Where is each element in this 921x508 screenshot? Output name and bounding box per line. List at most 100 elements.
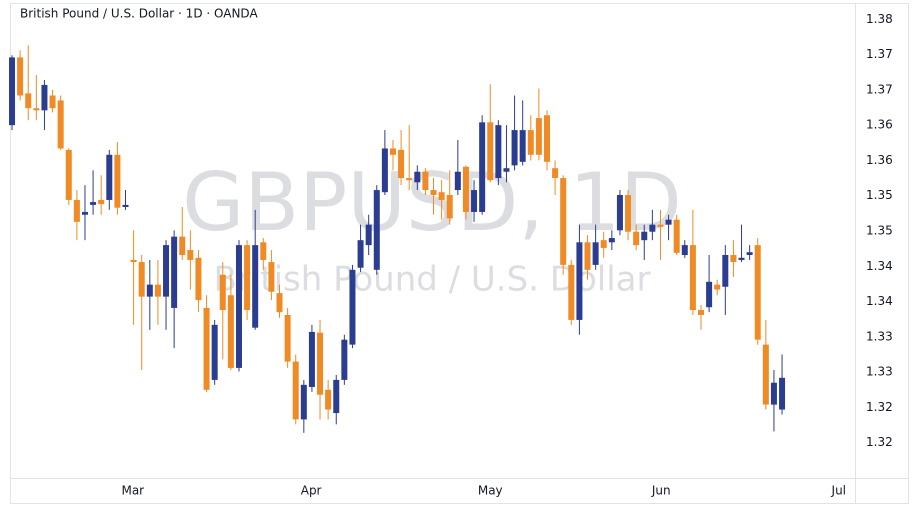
candle-body: [122, 204, 129, 208]
candle-body: [519, 130, 526, 162]
candle-body: [154, 284, 161, 297]
candle-body: [406, 178, 413, 181]
candle-body: [689, 245, 696, 311]
candle-body: [17, 57, 24, 96]
candle-body: [511, 130, 518, 166]
candle-body: [770, 382, 777, 405]
candle-body: [730, 254, 737, 263]
candle-body: [341, 339, 348, 380]
x-tick-label: May: [478, 484, 503, 498]
watermark: GBPUSD, 1D: [182, 156, 681, 249]
candle-body: [187, 250, 194, 260]
candle-body: [592, 242, 599, 265]
candle-body: [73, 199, 80, 222]
candle-body: [235, 245, 242, 368]
candle-body: [746, 252, 753, 255]
candle-body: [503, 168, 510, 172]
candle-body: [462, 166, 469, 212]
candle-body: [57, 100, 64, 149]
candle-body: [714, 284, 721, 290]
chart-title: British Pound / U.S. Dollar · 1D · OANDA: [20, 7, 258, 21]
candle-body: [65, 149, 72, 200]
candle-body: [681, 245, 688, 255]
candle-body: [49, 95, 56, 109]
candle-body: [373, 190, 380, 270]
y-tick-label: 1.34: [866, 294, 893, 308]
candle-body: [219, 274, 226, 311]
y-tick-label: 1.34: [866, 259, 893, 273]
candle-body: [625, 195, 632, 232]
candle-body: [398, 149, 405, 179]
candle-body: [584, 242, 591, 270]
candle-body: [641, 231, 648, 241]
x-tick-label: Jul: [831, 484, 846, 498]
candle-body: [333, 379, 340, 414]
candle-body: [552, 168, 559, 179]
candle-body: [633, 231, 640, 246]
candle-body: [195, 257, 202, 301]
candle-body: [317, 332, 324, 395]
candle-body: [365, 224, 372, 246]
x-tick-label: Jun: [651, 484, 671, 498]
candle-body: [25, 93, 32, 109]
candle-body: [33, 108, 40, 111]
candle-body: [576, 242, 583, 320]
candle-body: [414, 171, 421, 183]
candle-body: [673, 219, 680, 253]
candle-body: [252, 245, 259, 328]
y-tick-label: 1.32: [866, 435, 893, 449]
candle-body: [560, 178, 567, 265]
candle-body: [446, 195, 453, 219]
y-tick-label: 1.37: [866, 82, 893, 96]
candle-body: [535, 118, 542, 155]
candle-body: [146, 284, 153, 297]
y-tick-label: 1.35: [866, 224, 893, 238]
candle-body: [268, 262, 275, 292]
candle-body: [495, 125, 502, 179]
candle-body: [762, 344, 769, 405]
candle-body: [422, 171, 429, 191]
candle-body: [171, 236, 178, 308]
candle-body: [527, 130, 534, 155]
candle-body: [179, 236, 186, 255]
candle-body: [244, 245, 251, 311]
y-tick-label: 1.36: [866, 153, 893, 167]
candle-body: [106, 154, 113, 200]
candle-body: [779, 377, 786, 410]
candle-body: [81, 211, 88, 215]
y-tick-label: 1.33: [866, 365, 893, 379]
candle-body: [211, 324, 218, 380]
candle-body: [349, 269, 356, 345]
candle-body: [381, 148, 388, 193]
candle-body: [438, 192, 445, 200]
candle-body: [203, 307, 210, 390]
candle-body: [454, 171, 461, 191]
candle-body: [706, 281, 713, 308]
candle-body: [300, 384, 307, 420]
candle-body: [754, 245, 761, 340]
candle-body: [543, 115, 550, 162]
candle-body: [325, 389, 332, 410]
candle-body: [479, 122, 486, 212]
y-tick-label: 1.32: [866, 400, 893, 414]
candle-body: [138, 262, 145, 297]
candle-body: [568, 264, 575, 320]
candle-body: [697, 310, 704, 315]
candle-body: [357, 240, 364, 268]
x-tick-label: Mar: [121, 484, 144, 498]
y-tick-label: 1.37: [866, 47, 893, 61]
candle-body: [649, 224, 656, 232]
candle-body: [292, 361, 299, 420]
candle-body: [260, 242, 267, 260]
candle-body: [276, 293, 283, 313]
candle-body: [98, 199, 105, 205]
candle-body: [308, 331, 315, 387]
candle-body: [389, 148, 396, 155]
candle-body: [608, 238, 615, 243]
candle-body: [90, 202, 97, 205]
x-tick-label: Apr: [301, 484, 322, 498]
candle-body: [657, 224, 664, 227]
candle-body: [130, 259, 137, 263]
candle-body: [616, 195, 623, 231]
